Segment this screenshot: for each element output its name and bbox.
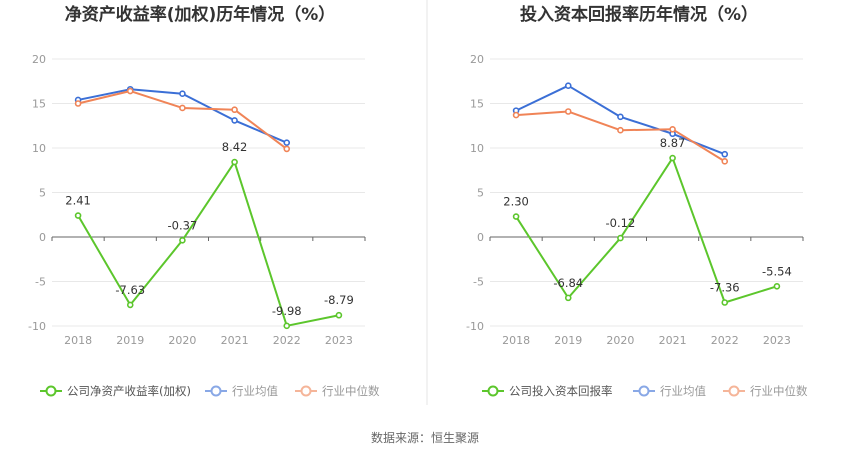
data-point-company	[617, 234, 624, 242]
roe-chart: 净资产收益率(加权)历年情况（%） 20 15 10 5 0 -5 -10 2018 2019 20…	[28, 4, 380, 398]
y-tick-label: 10	[32, 142, 46, 155]
data-point-industry_avg	[721, 150, 729, 158]
data-point-company	[231, 158, 238, 166]
x-tick-label: 2022	[273, 334, 301, 347]
data-point-company	[512, 213, 520, 220]
data-label: -5.54	[762, 264, 792, 278]
data-label: -0.12	[606, 216, 636, 230]
x-tick-label: 2020	[168, 334, 196, 347]
x-tick-label: 2023	[325, 334, 353, 347]
x-tick-label: 2023	[763, 334, 791, 347]
data-point-industry_median	[721, 158, 729, 165]
data-point-industry_avg	[617, 113, 624, 121]
roic-chart: 投入资本回报率历年情况（%） 20 15 10 5 0 -5 -10 2018 2019 2020 2…	[466, 4, 808, 398]
legend-label: 行业均值	[232, 384, 278, 398]
x-tick-label: 2019	[116, 334, 144, 347]
data-point-industry_avg	[179, 90, 186, 98]
y-tick-label: 0	[477, 231, 484, 244]
data-point-company	[669, 154, 676, 162]
data-label: -6.84	[553, 276, 583, 290]
y-tick-label: 5	[477, 187, 484, 200]
x-tick-label: 2018	[64, 334, 92, 347]
data-point-company	[74, 212, 82, 219]
y-tick-label: 0	[39, 231, 46, 244]
data-point-industry_median	[231, 106, 238, 114]
legend-item-industry_avg[interactable]: 行业均值	[205, 384, 278, 398]
data-point-company	[721, 299, 729, 306]
data-point-industry_median	[617, 126, 624, 134]
data-label: 2.41	[65, 194, 91, 208]
data-label: 8.42	[222, 140, 248, 154]
x-tick-label: 2018	[502, 334, 530, 347]
legend-swatch-marker	[45, 385, 57, 397]
data-point-industry_avg	[564, 82, 572, 89]
data-label: -7.63	[115, 283, 145, 297]
y-tick-label: 20	[32, 53, 46, 66]
data-label: 2.30	[503, 195, 529, 209]
legend-item-company[interactable]: 公司净资产收益率(加权)	[40, 384, 191, 398]
series-line-company	[515, 157, 778, 304]
series-line-company	[77, 161, 340, 327]
y-tick-label: 20	[470, 53, 484, 66]
data-label: -9.98	[272, 304, 302, 318]
data-point-industry_median	[179, 104, 186, 112]
legend-swatch-marker	[300, 385, 312, 397]
chart-title: 投入资本回报率历年情况（%）	[520, 4, 758, 25]
legend-label: 公司净资产收益率(加权)	[67, 384, 191, 398]
data-point-company	[179, 236, 186, 244]
data-label: -7.36	[710, 281, 740, 295]
legend-swatch-marker	[638, 385, 650, 397]
chart-title: 净资产收益率(加权)历年情况（%）	[65, 4, 336, 25]
legend-item-industry_avg[interactable]: 行业均值	[633, 384, 706, 398]
x-tick-label: 2019	[554, 334, 582, 347]
data-point-industry_median	[126, 87, 134, 95]
legend-swatch-marker	[728, 385, 740, 397]
legend-item-industry_median[interactable]: 行业中位数	[295, 384, 380, 398]
y-tick-label: -10	[28, 320, 46, 333]
x-tick-label: 2021	[659, 334, 687, 347]
y-tick-label: -10	[466, 320, 484, 333]
legend-label: 行业中位数	[322, 384, 380, 398]
legend-swatch-marker	[210, 385, 222, 397]
legend-item-industry_median[interactable]: 行业中位数	[723, 384, 808, 398]
data-point-industry_avg	[231, 117, 238, 124]
data-label: -0.37	[168, 218, 198, 232]
data-point-industry_median	[512, 111, 520, 119]
data-point-company	[773, 283, 781, 290]
legend-label: 公司投入资本回报率	[509, 384, 613, 398]
data-point-industry_median	[669, 126, 676, 133]
data-point-industry_median	[283, 145, 291, 153]
x-tick-label: 2022	[711, 334, 739, 347]
data-label: -8.79	[324, 293, 354, 307]
data-point-company	[564, 294, 572, 302]
data-source-note: 数据来源：恒生聚源	[371, 430, 479, 445]
legend-item-company[interactable]: 公司投入资本回报率	[482, 384, 613, 398]
legend-label: 行业中位数	[750, 384, 808, 398]
y-tick-label: -5	[473, 276, 484, 289]
y-tick-label: 10	[470, 142, 484, 155]
y-tick-label: -5	[35, 276, 46, 289]
y-tick-label: 15	[470, 98, 484, 111]
data-point-company	[335, 311, 343, 319]
x-tick-label: 2020	[606, 334, 634, 347]
series-line-industry_avg	[77, 88, 288, 144]
data-point-industry_median	[74, 100, 82, 107]
legend-swatch-marker	[487, 385, 499, 397]
x-tick-label: 2021	[221, 334, 249, 347]
series-line-industry_median	[77, 90, 288, 150]
data-point-industry_avg	[283, 139, 291, 146]
legend-label: 行业均值	[660, 384, 706, 398]
y-tick-label: 5	[39, 187, 46, 200]
data-point-industry_median	[564, 108, 572, 115]
y-tick-label: 15	[32, 98, 46, 111]
data-label: 8.87	[660, 136, 686, 150]
data-point-company	[126, 301, 134, 309]
data-point-company	[283, 322, 291, 330]
